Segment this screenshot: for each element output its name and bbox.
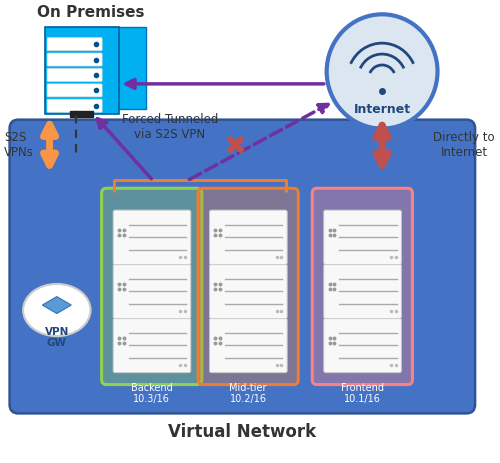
Text: VPN
GW: VPN GW [44,326,69,347]
FancyBboxPatch shape [312,189,412,385]
Text: Mid-tier
10.2/16: Mid-tier 10.2/16 [230,382,267,403]
Text: Directly to
Internet: Directly to Internet [433,130,495,158]
FancyBboxPatch shape [113,264,191,319]
Circle shape [326,15,438,129]
FancyBboxPatch shape [113,319,191,373]
FancyBboxPatch shape [47,54,102,67]
Text: ✖: ✖ [224,133,246,161]
FancyBboxPatch shape [324,264,402,319]
Text: On Premises: On Premises [37,5,144,20]
FancyBboxPatch shape [47,69,102,82]
FancyBboxPatch shape [198,189,298,385]
FancyBboxPatch shape [210,211,287,265]
FancyBboxPatch shape [210,319,287,373]
Text: Internet: Internet [354,103,410,116]
FancyBboxPatch shape [102,189,202,385]
Ellipse shape [23,284,90,337]
Text: S2S
VPNs: S2S VPNs [4,130,34,158]
FancyBboxPatch shape [324,211,402,265]
FancyBboxPatch shape [324,319,402,373]
Text: Virtual Network: Virtual Network [168,422,316,440]
FancyBboxPatch shape [113,211,191,265]
FancyBboxPatch shape [210,264,287,319]
FancyBboxPatch shape [76,28,146,110]
FancyBboxPatch shape [47,38,102,51]
FancyBboxPatch shape [47,85,102,98]
FancyBboxPatch shape [10,120,475,413]
FancyBboxPatch shape [47,100,102,113]
Text: Backend
10.3/16: Backend 10.3/16 [131,382,172,403]
Polygon shape [42,297,71,314]
Text: Forced Tunneled
via S2S VPN: Forced Tunneled via S2S VPN [122,113,218,141]
Text: Frontend
10.1/16: Frontend 10.1/16 [341,382,384,403]
FancyBboxPatch shape [45,28,120,114]
